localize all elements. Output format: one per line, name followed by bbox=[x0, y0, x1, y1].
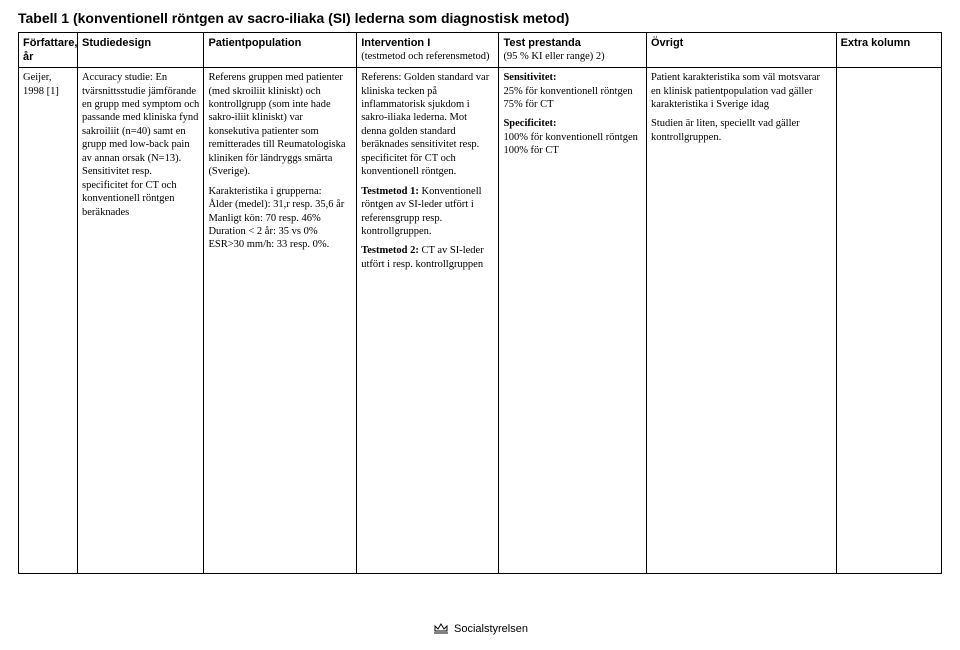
sensitivity-label: Sensitivitet: bbox=[503, 71, 642, 84]
population-text-2: Karakteristika i grupperna: Ålder (medel… bbox=[208, 185, 352, 252]
author-name: Geijer, bbox=[23, 71, 73, 84]
cell-extra bbox=[836, 68, 941, 574]
col-performance-main: Test prestanda bbox=[503, 36, 642, 50]
specificity-line-1: 100% för konventionell röntgen bbox=[503, 131, 642, 144]
page-footer: Socialstyrelsen bbox=[0, 621, 960, 642]
col-other-header: Övrigt bbox=[646, 33, 836, 68]
intervention-reference: Referens: Golden standard var kliniska t… bbox=[361, 71, 494, 179]
sensitivity-block: Sensitivitet: 25% för konventionell rönt… bbox=[503, 71, 642, 111]
specificity-label: Specificitet: bbox=[503, 117, 642, 130]
cell-intervention: Referens: Golden standard var kliniska t… bbox=[357, 68, 499, 574]
col-intervention-header: Intervention I (testmetod och referensme… bbox=[357, 33, 499, 68]
table-header-row: Författare, år Studiedesign Patientpopul… bbox=[19, 33, 942, 68]
population-text-1: Referens gruppen med patienter (med skro… bbox=[208, 71, 352, 179]
cell-performance: Sensitivitet: 25% för konventionell rönt… bbox=[499, 68, 647, 574]
specificity-line-2: 100% för CT bbox=[503, 144, 642, 157]
author-year: 1998 [1] bbox=[23, 85, 73, 98]
evidence-table: Författare, år Studiedesign Patientpopul… bbox=[18, 32, 942, 574]
test1-label: Testmetod 1: bbox=[361, 186, 419, 197]
page-container: Tabell 1 (konventionell röntgen av sacro… bbox=[0, 0, 960, 578]
intervention-test1: Testmetod 1: Konventionell röntgen av SI… bbox=[361, 185, 494, 239]
other-text-1: Patient karakteristika som väl motsvarar… bbox=[651, 71, 832, 111]
design-text: Accuracy studie: En tvärsnittsstudie jäm… bbox=[82, 71, 199, 219]
sensitivity-line-2: 75% för CT bbox=[503, 98, 642, 111]
table-title: Tabell 1 (konventionell röntgen av sacro… bbox=[18, 10, 942, 26]
cell-design: Accuracy studie: En tvärsnittsstudie jäm… bbox=[78, 68, 204, 574]
col-performance-sub: (95 % KI eller range) 2) bbox=[503, 50, 642, 63]
org-logo: Socialstyrelsen bbox=[432, 621, 528, 637]
col-author-header: Författare, år bbox=[19, 33, 78, 68]
cell-other: Patient karakteristika som väl motsvarar… bbox=[646, 68, 836, 574]
col-design-header: Studiedesign bbox=[78, 33, 204, 68]
col-population-header: Patientpopulation bbox=[204, 33, 357, 68]
col-intervention-sub: (testmetod och referensmetod) bbox=[361, 50, 494, 63]
col-extra-header: Extra kolumn bbox=[836, 33, 941, 68]
col-performance-header: Test prestanda (95 % KI eller range) 2) bbox=[499, 33, 647, 68]
table-row: Geijer, 1998 [1] Accuracy studie: En tvä… bbox=[19, 68, 942, 574]
other-text-2: Studien är liten, speciellt vad gäller k… bbox=[651, 117, 832, 144]
cell-population: Referens gruppen med patienter (med skro… bbox=[204, 68, 357, 574]
col-intervention-main: Intervention I bbox=[361, 36, 494, 50]
intervention-test2: Testmetod 2: CT av SI-leder utfört i res… bbox=[361, 244, 494, 271]
org-name: Socialstyrelsen bbox=[454, 623, 528, 635]
cell-author: Geijer, 1998 [1] bbox=[19, 68, 78, 574]
crown-icon bbox=[432, 621, 450, 637]
test2-label: Testmetod 2: bbox=[361, 245, 419, 256]
sensitivity-line-1: 25% för konventionell röntgen bbox=[503, 85, 642, 98]
specificity-block: Specificitet: 100% för konventionell rön… bbox=[503, 117, 642, 157]
